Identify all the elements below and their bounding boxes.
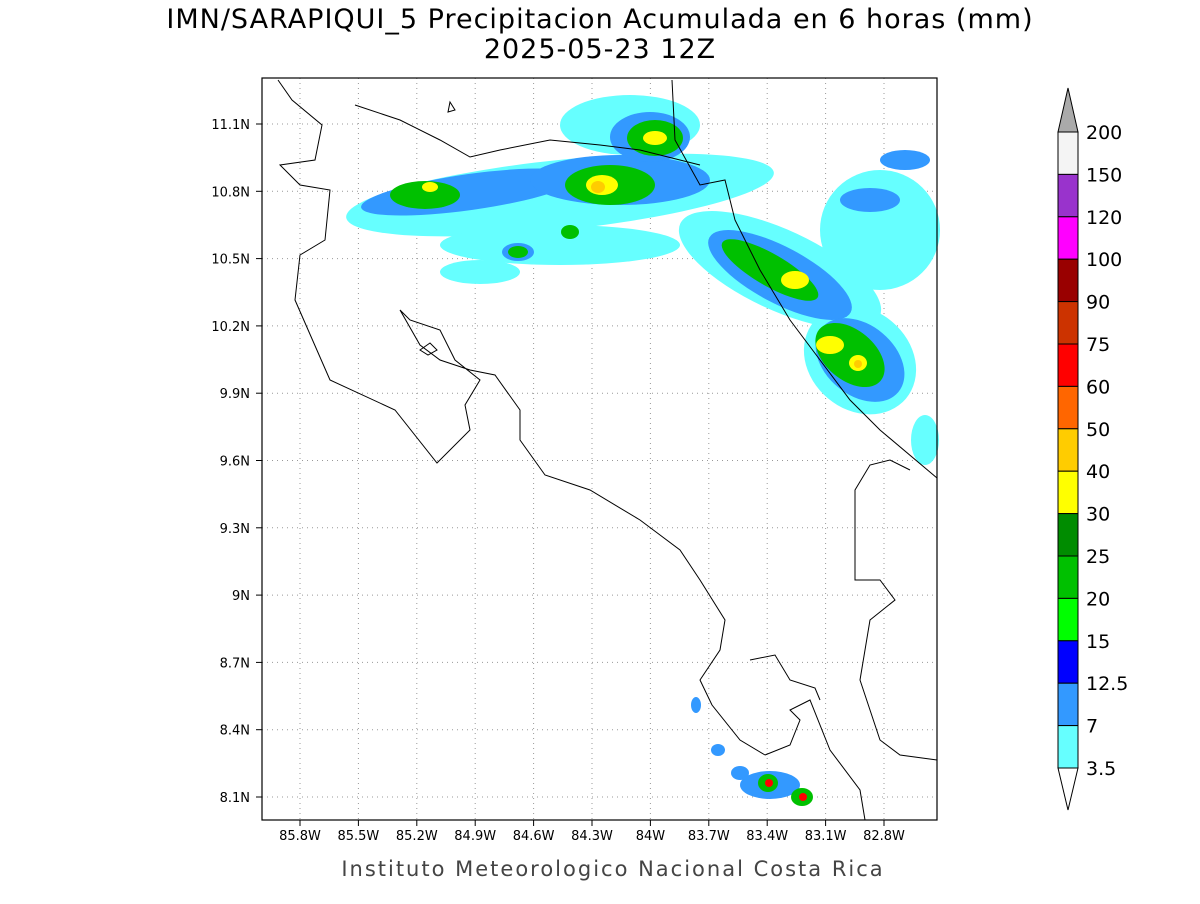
precipitation <box>346 95 940 806</box>
lat-tick-label: 11.1N <box>211 118 250 133</box>
colorbar-label: 30 <box>1086 504 1110 526</box>
lon-tick-label: 84.6W <box>513 829 555 844</box>
lon-tick-label: 83.4W <box>746 829 788 844</box>
lon-tick-label: 85.8W <box>279 829 321 844</box>
colorbar-box <box>1057 216 1079 260</box>
lat-tick-label: 10.5N <box>211 253 250 268</box>
lon-tick-label: 82.8W <box>863 829 905 844</box>
colorbar-label: 25 <box>1086 546 1110 568</box>
colorbar-label: 100 <box>1086 249 1122 271</box>
colorbar-label: 12.5 <box>1086 673 1128 695</box>
colorbar-box <box>1057 301 1079 345</box>
colorbar-box <box>1057 428 1079 472</box>
lat-tick-label: 8.7N <box>220 656 250 671</box>
lon-tick-label: 83.7W <box>688 829 730 844</box>
colorbar-box <box>1057 682 1079 727</box>
lat-tick-label: 9.9N <box>220 387 250 402</box>
colorbar-label: 150 <box>1086 164 1122 186</box>
colorbar: 200 150 120 100 90 75 60 50 40 30 25 20 15 12.5 7 3.5 <box>1057 87 1128 811</box>
colorbar-label: 3.5 <box>1086 758 1116 780</box>
colorbar-box <box>1057 725 1079 769</box>
lat-tick-label: 8.4N <box>220 724 250 739</box>
lon-tick-label: 84W <box>636 829 666 844</box>
colorbar-label: 20 <box>1086 588 1110 610</box>
subtitle: 2025-05-23 12Z <box>484 34 716 65</box>
colorbar-label: 90 <box>1086 292 1110 314</box>
colorbar-label: 15 <box>1086 631 1110 653</box>
colorbar-box <box>1057 555 1079 599</box>
colorbar-over <box>1057 87 1079 133</box>
colorbar-under <box>1057 767 1079 811</box>
lat-tick-label: 10.2N <box>211 320 250 335</box>
lon-tick-label: 83.1W <box>805 829 847 844</box>
title: IMN/SARAPIQUI_5 Precipitacion Acumulada … <box>166 4 1033 35</box>
lat-tick-label: 8.1N <box>220 791 250 806</box>
colorbar-label: 75 <box>1086 334 1110 356</box>
colorbar-label: 7 <box>1086 716 1098 738</box>
colorbar-box <box>1057 640 1079 684</box>
lat-tick-label: 9.6N <box>220 455 250 470</box>
lon-tick-label: 84.9W <box>454 829 496 844</box>
lon-tick-label: 84.3W <box>571 829 613 844</box>
colorbar-box <box>1057 258 1079 303</box>
lat-tick-label: 10.8N <box>211 185 250 200</box>
colorbar-box <box>1057 470 1079 515</box>
colorbar-label: 40 <box>1086 461 1110 483</box>
colorbar-box <box>1057 597 1079 642</box>
lat-tick-label: 9.3N <box>220 522 250 537</box>
colorbar-label: 50 <box>1086 419 1110 441</box>
colorbar-label: 200 <box>1086 122 1122 144</box>
lon-tick-label: 85.5W <box>337 829 379 844</box>
footer: Instituto Meteorologico Nacional Costa R… <box>341 857 884 881</box>
colorbar-box <box>1057 131 1079 175</box>
grid <box>256 78 937 826</box>
coastlines <box>277 79 938 821</box>
lat-tick-label: 9N <box>232 589 250 604</box>
colorbar-label: 120 <box>1086 207 1122 229</box>
colorbar-box <box>1057 343 1079 387</box>
colorbar-box <box>1057 513 1079 557</box>
colorbar-box <box>1057 173 1079 218</box>
map-frame <box>261 77 938 821</box>
colorbar-box <box>1057 385 1079 430</box>
colorbar-label: 60 <box>1086 376 1110 398</box>
lon-tick-label: 85.2W <box>396 829 438 844</box>
